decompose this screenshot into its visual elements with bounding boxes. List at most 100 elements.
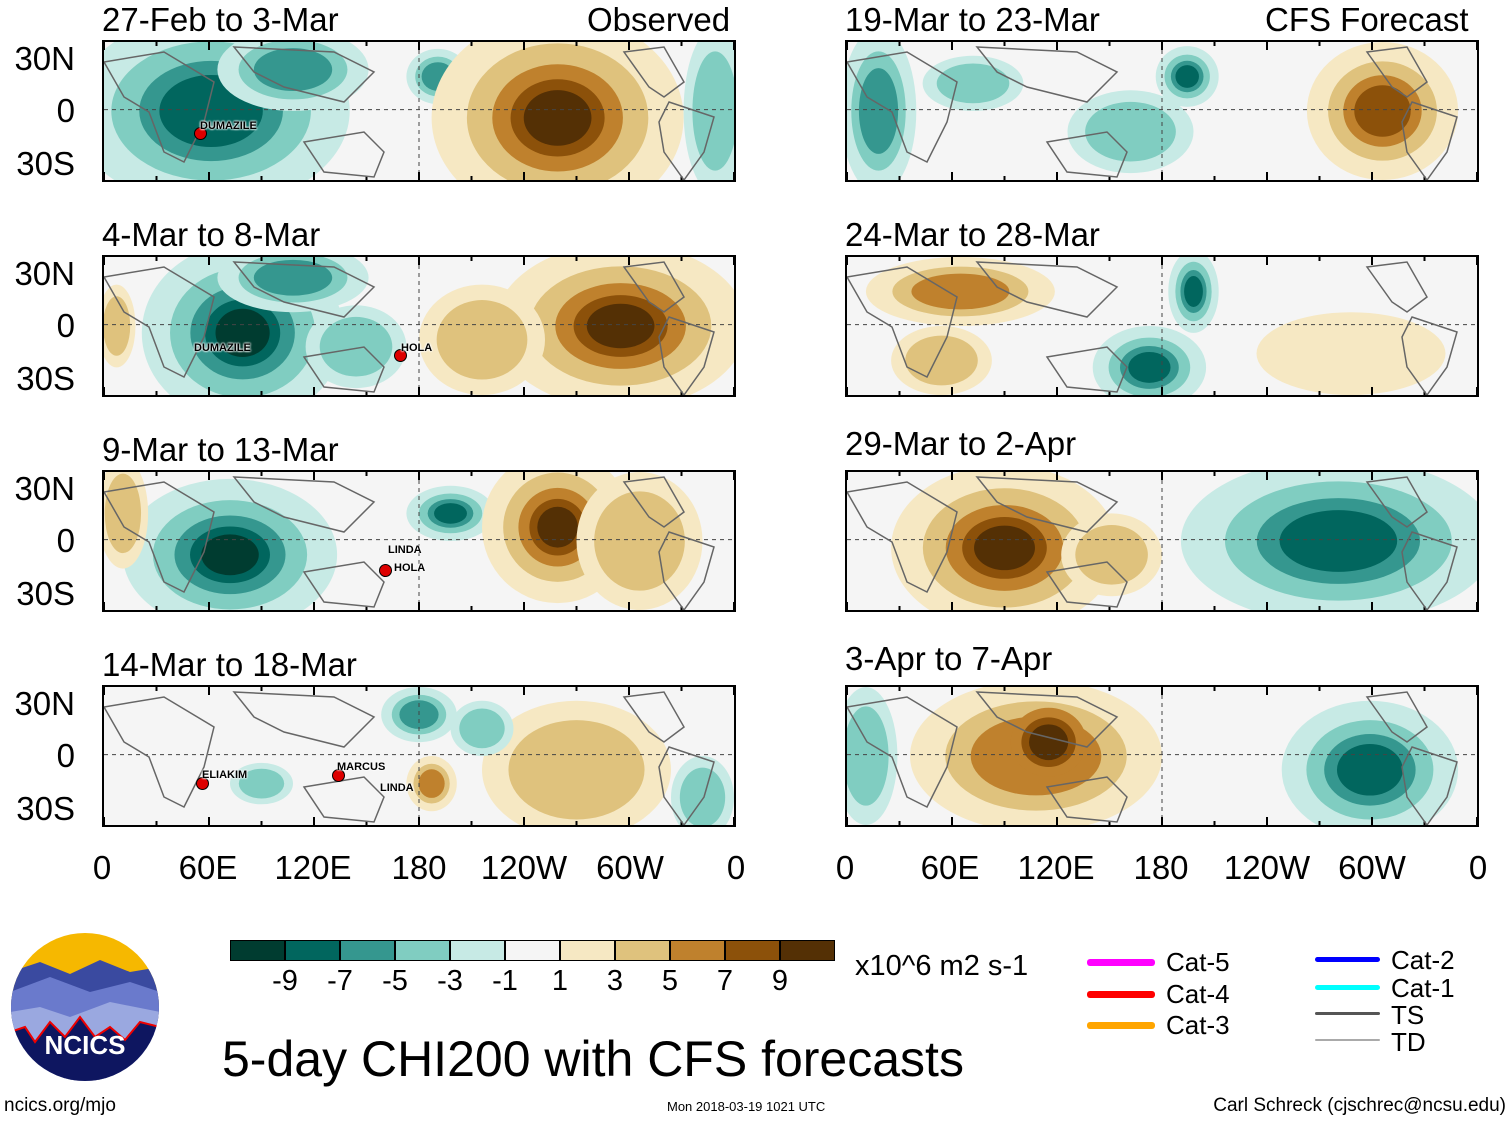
lon-label: 0 [1468, 849, 1488, 886]
anomaly-contour [974, 525, 1035, 571]
panel-tag: Observed [587, 1, 731, 38]
legend-label: Cat-3 [1166, 1010, 1230, 1040]
lon-label: 60W [596, 849, 664, 886]
panel-title: 4-Mar to 8-Mar [102, 216, 321, 253]
asia-outline [232, 476, 376, 533]
americas-outline [1365, 476, 1458, 610]
map-panel: LINDA HOLA [102, 470, 736, 612]
chi200-field [104, 257, 734, 395]
colorbar-swatch [285, 940, 340, 961]
footer-author: Carl Schreck (cjschrec@ncsu.edu) [1213, 1095, 1506, 1116]
lon-label: 60W [1338, 849, 1406, 886]
storm-label: HOLA [394, 562, 426, 574]
legend-label: TD [1391, 1027, 1426, 1057]
australia-outline [1045, 776, 1128, 823]
africa-outline [847, 481, 958, 594]
anomaly-contour [253, 259, 333, 296]
anomaly-contour [434, 503, 467, 524]
legend-label: TS [1391, 1000, 1425, 1030]
storm-label: LINDA [380, 782, 414, 794]
footer-timestamp: Mon 2018-03-19 1021 UTC [667, 1099, 826, 1114]
africa-outline [847, 266, 958, 379]
colorbar-label: -9 [272, 965, 298, 997]
footer-url[interactable]: ncics.org/mjo [4, 1095, 116, 1116]
colorbar-swatch [450, 940, 505, 961]
colorbar-units: x10^6 m2 s-1 [855, 950, 1029, 982]
africa-outline [104, 266, 215, 379]
anomaly-contour [1336, 744, 1403, 796]
americas-outline [1365, 261, 1458, 395]
colorbar-label: 9 [771, 965, 789, 997]
asia-outline [975, 476, 1119, 533]
lat-label: 30S [16, 360, 75, 397]
storm-label: DUMAZILE [194, 342, 251, 354]
chi200-field [104, 687, 734, 825]
australia-outline [1045, 131, 1128, 178]
anomaly-contour [1085, 101, 1176, 162]
chi200-field [847, 472, 1477, 610]
storm-label: HOLA [401, 342, 433, 354]
figure-title: 5-day CHI200 with CFS forecasts [222, 1031, 964, 1087]
anomaly-contour [1075, 524, 1148, 585]
storm-marker [194, 127, 207, 140]
legend-label: Cat-4 [1166, 979, 1230, 1009]
anomaly-contour [936, 63, 1010, 104]
chi200-field [847, 257, 1477, 395]
panel-title: 9-Mar to 13-Mar [102, 431, 339, 468]
lat-label: 30S [16, 790, 75, 827]
anomaly-contour [253, 48, 333, 92]
anomaly-contour [238, 768, 285, 799]
storm-label: ELIAKIM [202, 769, 248, 781]
colorbar-swatch [340, 940, 395, 961]
legend-label: Cat-2 [1391, 945, 1455, 975]
panel-title: 3-Apr to 7-Apr [845, 640, 1053, 677]
lat-label: 0 [56, 92, 75, 129]
colorbar-label: 5 [661, 965, 679, 997]
lon-label: 120W [1223, 849, 1311, 886]
lon-label: 120W [480, 849, 568, 886]
chi200-field [847, 42, 1477, 180]
panel-title: 24-Mar to 28-Mar [845, 216, 1100, 253]
africa-outline [104, 696, 215, 809]
anomaly-contour [523, 90, 592, 146]
asia-outline [975, 46, 1119, 103]
colorbar-swatch [670, 940, 725, 961]
lon-label: 0 [726, 849, 746, 886]
lon-label: 60E [178, 849, 238, 886]
anomaly-contour [905, 335, 978, 386]
colorbar-swatch [780, 940, 835, 961]
storm-marker [379, 564, 392, 577]
colorbar-swatch [725, 940, 780, 961]
anomaly-contour [1279, 510, 1398, 572]
anomaly-contour [104, 473, 142, 554]
australia-outline [1045, 561, 1128, 608]
anomaly-contour [679, 767, 726, 825]
storm-label: MARCUS [337, 761, 386, 773]
lat-label: 0 [56, 737, 75, 774]
africa-outline [104, 481, 215, 594]
legend-line-cat-4 [1087, 991, 1155, 998]
colorbar-label: 1 [551, 965, 569, 997]
asia-outline [975, 261, 1119, 318]
anomaly-contour [418, 769, 445, 798]
anomaly-contour [508, 720, 645, 820]
chi200-field [104, 472, 734, 610]
colorbar-label: -1 [492, 965, 518, 997]
lon-label: 0 [835, 849, 855, 886]
anomaly-contour [858, 68, 899, 154]
anomaly-contour [1175, 65, 1199, 88]
anomaly-contour [436, 300, 528, 380]
anomaly-contour [104, 296, 131, 356]
anomaly-contour [201, 534, 259, 576]
ncics-logo: NCICS [11, 933, 159, 1081]
colorbar-label: -3 [437, 965, 463, 997]
africa-outline [847, 696, 958, 809]
colorbar-label: 3 [606, 965, 624, 997]
anomaly-contour [847, 706, 889, 806]
storm-label: DUMAZILE [200, 120, 257, 132]
colorbar-label: -7 [327, 965, 353, 997]
anomaly-contour [1256, 312, 1446, 395]
australia-outline [302, 776, 385, 823]
lat-label: 30N [14, 255, 75, 292]
lat-label: 30N [14, 40, 75, 77]
